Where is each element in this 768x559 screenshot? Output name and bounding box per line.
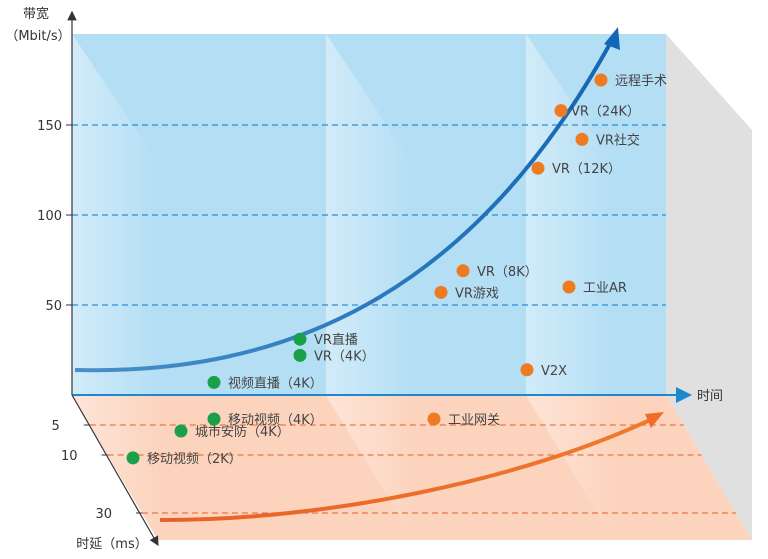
data-point-label: 移动视频（4K） [228, 413, 323, 428]
bandwidth-grid [72, 124, 666, 306]
data-point-label: VR社交 [596, 132, 640, 148]
y-tick-label: 100 [37, 209, 62, 224]
data-point [427, 412, 441, 426]
latency-tick-label: 10 [61, 449, 78, 464]
data-point-label: VR（24K） [571, 105, 640, 120]
bandwidth-trend-curve [74, 39, 614, 373]
depth-band-1 [72, 34, 160, 540]
x-axis-title: 时间 [697, 389, 723, 404]
data-point-label: VR（12K） [552, 162, 621, 177]
data-point-label: VR（8K） [477, 265, 538, 280]
data-point [531, 161, 545, 175]
latency-grid [89, 424, 736, 514]
side-panel [666, 34, 752, 540]
data-point-label: VR（4K） [314, 349, 375, 364]
depth-band-2 [326, 34, 414, 540]
data-point-label: 移动视频（2K） [147, 452, 242, 467]
data-point-label: 工业AR [583, 281, 627, 296]
latency-tick-label: 30 [95, 507, 112, 522]
latency-axis-title: 时延（ms） [76, 537, 147, 552]
y-tick-label: 50 [45, 299, 62, 314]
data-point [562, 280, 576, 294]
data-point [207, 412, 221, 426]
data-point [434, 285, 448, 299]
data-point-label: VR直播 [314, 333, 358, 348]
latency-axis-line [71, 394, 159, 547]
data-point-label: 远程手术 [615, 74, 667, 89]
data-point [207, 375, 221, 389]
data-point [456, 264, 470, 278]
data-point-label: 工业网关 [448, 413, 500, 428]
data-point [594, 73, 608, 87]
data-point-label: 城市安防（4K） [195, 424, 290, 440]
data-point [520, 363, 534, 377]
data-point-label: V2X [541, 364, 567, 379]
data-point [174, 424, 188, 438]
data-point [575, 132, 589, 146]
bandwidth-trend-arrowhead [604, 27, 620, 50]
data-point [293, 348, 307, 362]
latency-trend-curve [159, 418, 651, 522]
y-axis-title-line2: （Mbit/s） [5, 29, 70, 44]
data-point [293, 332, 307, 346]
latency-trend-arrowhead [645, 412, 664, 428]
data-point-label: 视频直播（4K） [228, 376, 323, 391]
y-tick-label: 150 [37, 119, 62, 134]
data-point [554, 104, 568, 118]
latency-tick-label: 5 [52, 419, 60, 434]
y-axis-title-line1: 带宽 [23, 6, 49, 22]
data-point-label: VR游戏 [455, 286, 499, 301]
axis-ticks: 50 100 150 510 30 [37, 119, 142, 522]
data-point [126, 451, 140, 465]
